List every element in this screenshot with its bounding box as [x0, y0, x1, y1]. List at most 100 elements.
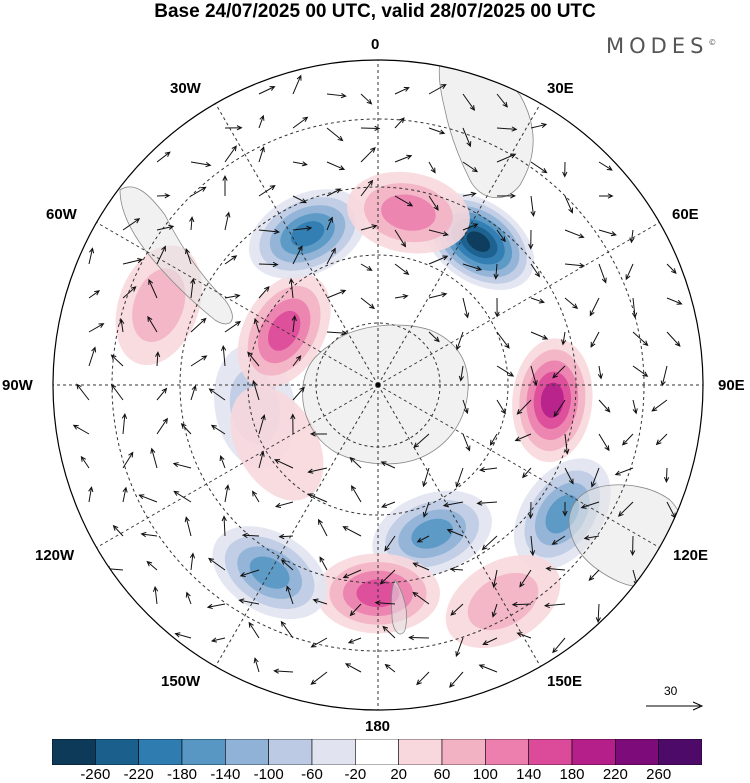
wind-arrow	[247, 351, 260, 367]
wind-arrow	[588, 569, 600, 581]
wind-arrow	[258, 185, 276, 197]
wind-arrow	[189, 216, 195, 231]
wind-arrow	[146, 560, 158, 571]
wind-arrow	[394, 293, 409, 300]
wind-arrow	[122, 257, 144, 265]
wind-arrow	[455, 467, 464, 488]
lon-label-150e: 150E	[547, 673, 583, 690]
wind-arrow	[326, 216, 333, 231]
colorbar-swatch	[485, 739, 529, 765]
wind-arrow	[514, 433, 532, 442]
wind-arrow	[590, 467, 600, 488]
wind-arrow	[185, 591, 192, 605]
wind-arrow	[310, 671, 328, 685]
colorbar-tick-label: -220	[123, 766, 154, 783]
wind-arrow	[442, 501, 464, 508]
wind-arrow	[476, 500, 498, 506]
chart-title: Base 24/07/2025 00 UTC, valid 28/07/2025…	[154, 1, 596, 22]
wind-arrow	[280, 559, 294, 571]
wind-arrow	[222, 174, 228, 197]
wind-arrow	[174, 632, 192, 639]
wind-arrow	[224, 145, 237, 163]
colorbar-swatch	[528, 739, 573, 765]
wind-arrow	[292, 225, 313, 231]
wind-arrow	[190, 317, 207, 333]
wind-arrow	[326, 330, 348, 336]
wind-arrow	[528, 501, 534, 520]
wind-arrow	[224, 320, 242, 333]
wind-arrow	[88, 346, 97, 367]
wind-arrow	[360, 224, 378, 231]
wind-arrow	[326, 289, 347, 299]
reference-vector	[646, 701, 704, 711]
wind-arrow	[210, 424, 226, 435]
wind-arrow	[462, 263, 483, 271]
meridian-line	[53, 197, 379, 386]
wind-arrow	[184, 516, 192, 537]
reference-vector-value: 30	[664, 684, 678, 698]
wind-arrow	[632, 331, 649, 347]
wind-arrow	[530, 297, 545, 304]
wind-arrow	[253, 657, 260, 673]
wind-arrow	[224, 484, 230, 503]
wind-arrow	[496, 153, 517, 163]
wind-arrow	[288, 277, 295, 299]
lon-label-90w: 90W	[2, 377, 33, 394]
lon-label-60e: 60E	[672, 206, 699, 223]
wind-arrow	[380, 501, 396, 508]
wind-arrow	[360, 297, 375, 310]
wind-arrow	[516, 632, 532, 639]
wind-arrow	[598, 193, 614, 199]
wind-arrow	[496, 331, 510, 349]
wind-arrow	[562, 161, 568, 178]
wind-arrow	[651, 399, 668, 412]
wind-arrow	[428, 161, 436, 174]
wind-arrow	[446, 528, 464, 537]
wind-arrow	[428, 84, 447, 95]
wind-arrow	[629, 229, 635, 244]
wind-arrow	[491, 569, 498, 589]
wind-arrow	[496, 193, 517, 199]
meridian-line	[377, 384, 703, 573]
wind-arrow	[173, 490, 192, 503]
wind-arrow	[273, 668, 294, 674]
wind-arrow	[224, 293, 241, 299]
wind-arrow	[318, 518, 328, 537]
wind-arrow	[394, 195, 414, 207]
wind-arrow	[80, 455, 90, 469]
wind-arrow	[428, 331, 440, 343]
wind-arrow	[342, 569, 362, 579]
wind-arrow	[148, 278, 158, 299]
lon-label-90e: 90E	[718, 377, 745, 394]
wind-arrow	[224, 211, 231, 231]
wind-arrow	[543, 602, 566, 609]
colorbar-swatch	[181, 739, 226, 765]
colorbar-tick-label: -100	[253, 766, 284, 783]
wind-arrow	[379, 569, 396, 585]
lon-label-30w: 30W	[170, 80, 201, 97]
wind-arrow	[489, 433, 498, 446]
wind-arrow	[412, 562, 430, 571]
wind-arrow	[155, 351, 161, 367]
wind-arrow	[319, 556, 328, 571]
wind-arrow	[350, 485, 362, 503]
wind-arrow	[292, 245, 303, 265]
wind-arrow	[530, 122, 548, 129]
wind-arrow	[326, 247, 336, 265]
wind-arrow	[119, 318, 125, 333]
south-pole-marker	[375, 382, 381, 388]
wind-arrow	[360, 146, 376, 163]
wind-arrow	[529, 535, 536, 557]
wind-arrow	[291, 315, 297, 333]
wind-arrow	[617, 501, 634, 517]
wind-arrow	[482, 637, 498, 645]
wind-arrow	[666, 331, 681, 347]
wind-arrow	[190, 186, 207, 197]
colorbar-tick-label: 20	[390, 766, 407, 783]
wind-arrow	[156, 151, 171, 163]
wind-arrow	[458, 365, 464, 382]
colorbar-swatch	[52, 739, 96, 765]
anomaly-contour	[381, 194, 436, 231]
meridian-line	[377, 60, 566, 386]
wind-arrow	[597, 365, 603, 380]
